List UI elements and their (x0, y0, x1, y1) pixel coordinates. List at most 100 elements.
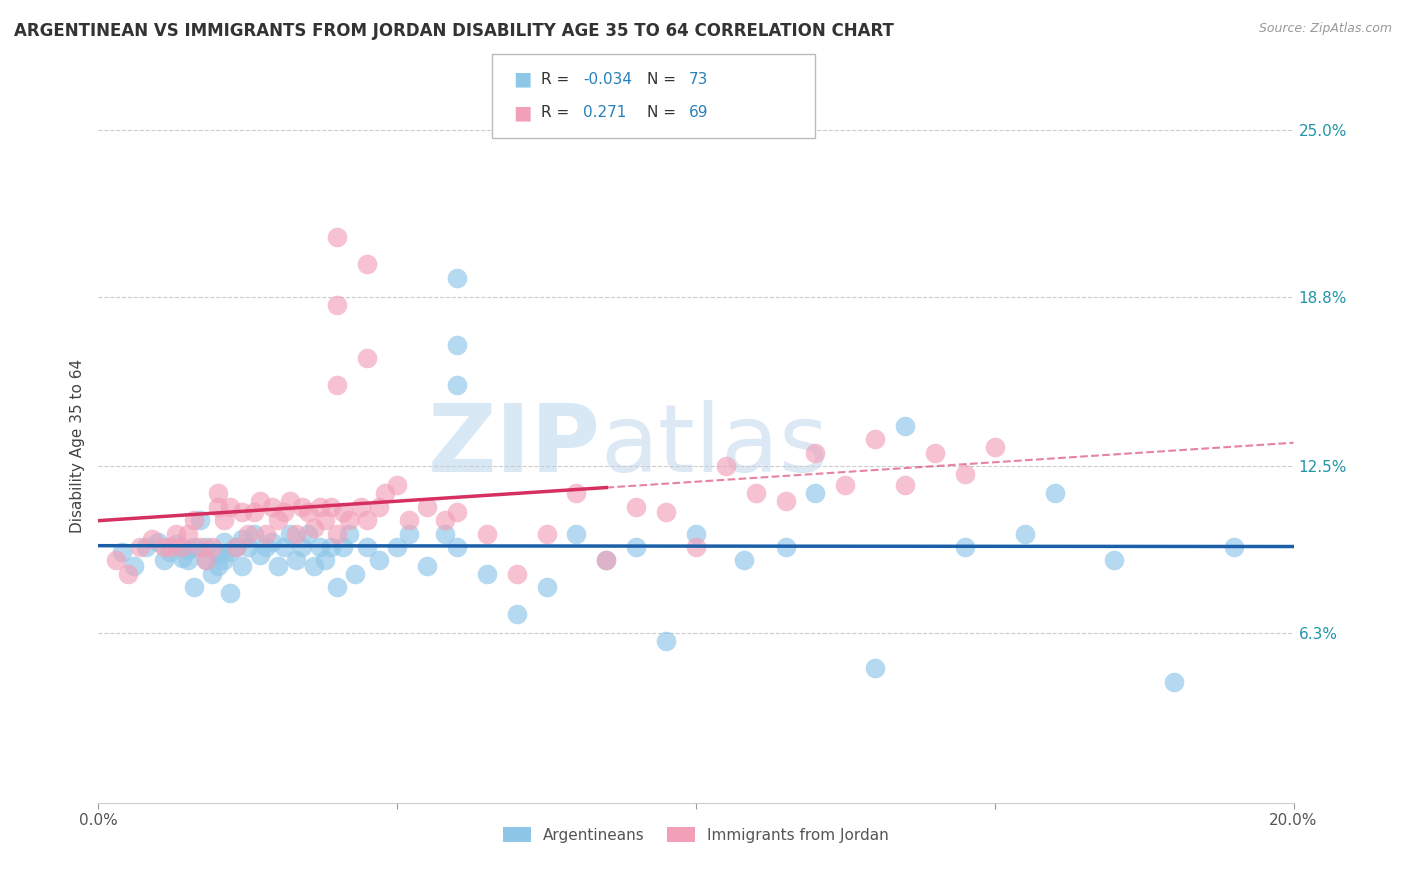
Point (745, 486, 768, 500)
Point (201, 566, 224, 581)
Point (236, 526, 259, 541)
Point (308, 540, 330, 554)
Point (159, 540, 181, 554)
Point (321, 500, 343, 514)
Point (655, 634, 678, 648)
Point (297, 505, 319, 519)
Point (804, 486, 827, 500)
Point (177, 542, 200, 557)
Point (339, 513, 361, 527)
Point (733, 553, 755, 567)
Point (129, 540, 152, 554)
Point (148, 534, 170, 549)
Point (284, 526, 307, 541)
Point (207, 558, 229, 573)
Point (865, 432, 887, 446)
Point (212, 553, 235, 567)
Point (446, 270, 468, 285)
Point (865, 661, 887, 675)
Text: ARGENTINEAN VS IMMIGRANTS FROM JORDAN DISABILITY AGE 35 TO 64 CORRELATION CHART: ARGENTINEAN VS IMMIGRANTS FROM JORDAN DI… (14, 22, 894, 40)
Point (153, 553, 176, 567)
Point (159, 545, 181, 559)
Point (291, 500, 314, 514)
Point (775, 494, 797, 508)
Point (685, 526, 707, 541)
Point (321, 540, 343, 554)
Point (953, 467, 976, 482)
Point (398, 526, 420, 541)
Point (326, 230, 349, 244)
Point (446, 338, 468, 352)
Point (506, 607, 529, 622)
Point (291, 540, 314, 554)
Point (953, 540, 976, 554)
Point (207, 486, 229, 500)
Point (332, 505, 354, 519)
Point (356, 513, 378, 527)
Point (326, 526, 349, 541)
Point (356, 257, 378, 271)
Point (834, 478, 856, 492)
Point (315, 553, 337, 567)
Text: -0.034: -0.034 (583, 71, 633, 87)
Point (356, 351, 378, 366)
Point (165, 526, 187, 541)
Point (267, 558, 290, 573)
Point (165, 537, 187, 551)
Point (475, 526, 498, 541)
Point (177, 526, 200, 541)
Point (278, 526, 301, 541)
Point (385, 540, 409, 554)
Point (231, 505, 253, 519)
Point (714, 459, 737, 474)
Text: ■: ■ (513, 103, 531, 122)
Point (207, 548, 229, 562)
Point (536, 580, 558, 594)
Point (284, 553, 307, 567)
Point (326, 298, 349, 312)
Point (308, 500, 330, 514)
Legend: Argentineans, Immigrants from Jordan: Argentineans, Immigrants from Jordan (496, 821, 896, 848)
Point (183, 580, 205, 594)
Text: 69: 69 (689, 105, 709, 120)
Point (536, 526, 558, 541)
Y-axis label: Disability Age 35 to 64: Disability Age 35 to 64 (69, 359, 84, 533)
Point (385, 478, 409, 492)
Point (195, 553, 218, 567)
Point (231, 532, 253, 546)
Point (339, 526, 361, 541)
Point (212, 513, 235, 527)
Point (172, 540, 194, 554)
Text: N =: N = (647, 105, 681, 120)
Point (565, 526, 588, 541)
Point (201, 540, 224, 554)
Point (356, 540, 378, 554)
Text: N =: N = (647, 71, 681, 87)
Point (195, 553, 218, 567)
Point (804, 446, 827, 460)
Point (894, 418, 917, 433)
Point (117, 566, 139, 581)
Point (626, 540, 648, 554)
Point (368, 500, 391, 514)
Point (626, 500, 648, 514)
Point (260, 534, 283, 549)
Point (1014, 526, 1036, 541)
Point (315, 513, 337, 527)
Point (135, 540, 157, 554)
Point (219, 500, 242, 514)
Point (446, 505, 468, 519)
Point (141, 532, 163, 546)
Point (475, 566, 498, 581)
Point (297, 526, 319, 541)
Point (260, 500, 283, 514)
Point (219, 586, 242, 600)
Point (416, 500, 439, 514)
Point (416, 558, 439, 573)
Point (332, 540, 354, 554)
Point (506, 566, 529, 581)
Point (254, 526, 277, 541)
Point (595, 553, 617, 567)
Point (398, 513, 420, 527)
Point (326, 378, 349, 392)
